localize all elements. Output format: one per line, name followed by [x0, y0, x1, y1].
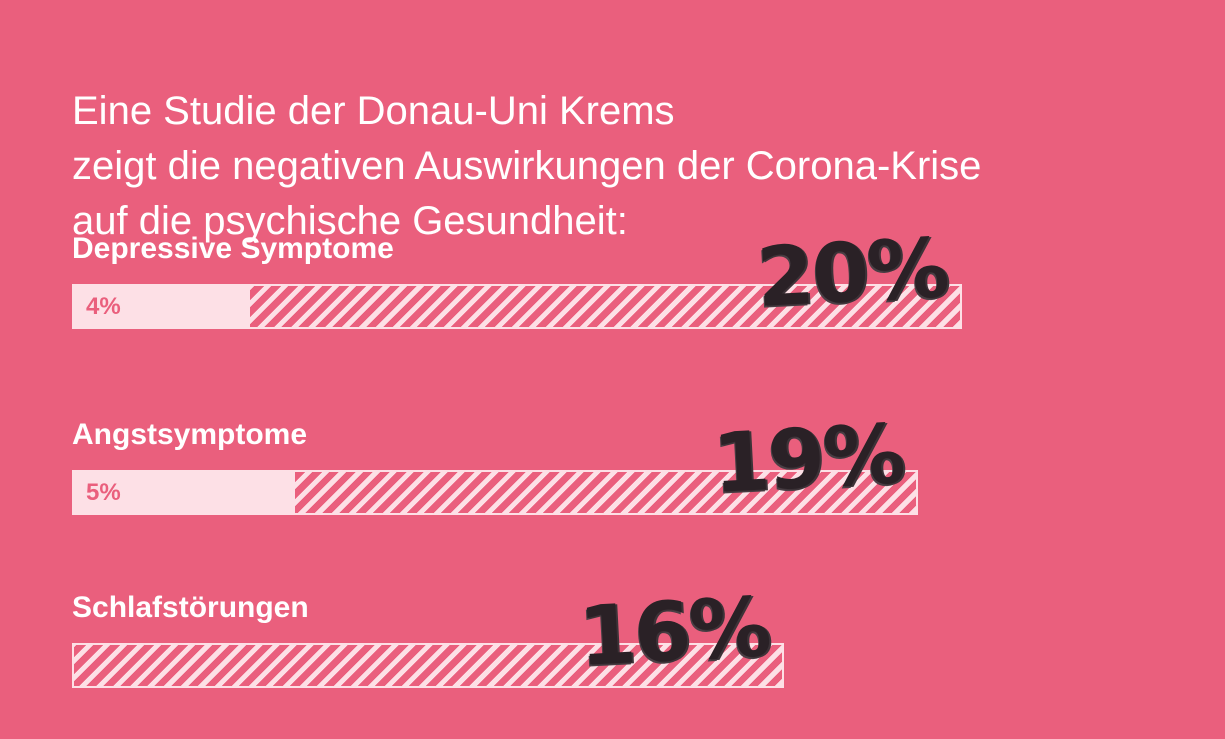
bar-row-depressive: Depressive Symptome 4% 20% — [72, 221, 972, 352]
after-value-label: 19% — [710, 407, 906, 512]
title-line-1: Eine Studie der Donau-Uni Krems — [72, 89, 675, 133]
before-value-label: 5% — [86, 479, 121, 506]
category-label: Depressive Symptome — [72, 232, 394, 265]
bar-before — [72, 470, 295, 515]
after-value-label: 16% — [576, 580, 772, 685]
bar-before — [72, 284, 250, 329]
category-label: Schlafstörungen — [72, 591, 309, 624]
bar-after — [72, 643, 784, 688]
bar-row-schlaf: Schlafstörungen 16% — [72, 580, 972, 711]
category-label: Angstsymptome — [72, 418, 308, 451]
title-line-2: zeigt die negativen Auswirkungen der Cor… — [72, 144, 982, 188]
title-line-3: auf die psychische Gesundheit: — [72, 199, 628, 243]
chart-title: Eine Studie der Donau-Uni Krems zeigt di… — [72, 84, 1172, 249]
after-value-label: 20% — [754, 221, 950, 326]
before-value-label: 4% — [86, 293, 121, 320]
bar-row-angst: Angstsymptome 5% 19% — [72, 407, 972, 538]
